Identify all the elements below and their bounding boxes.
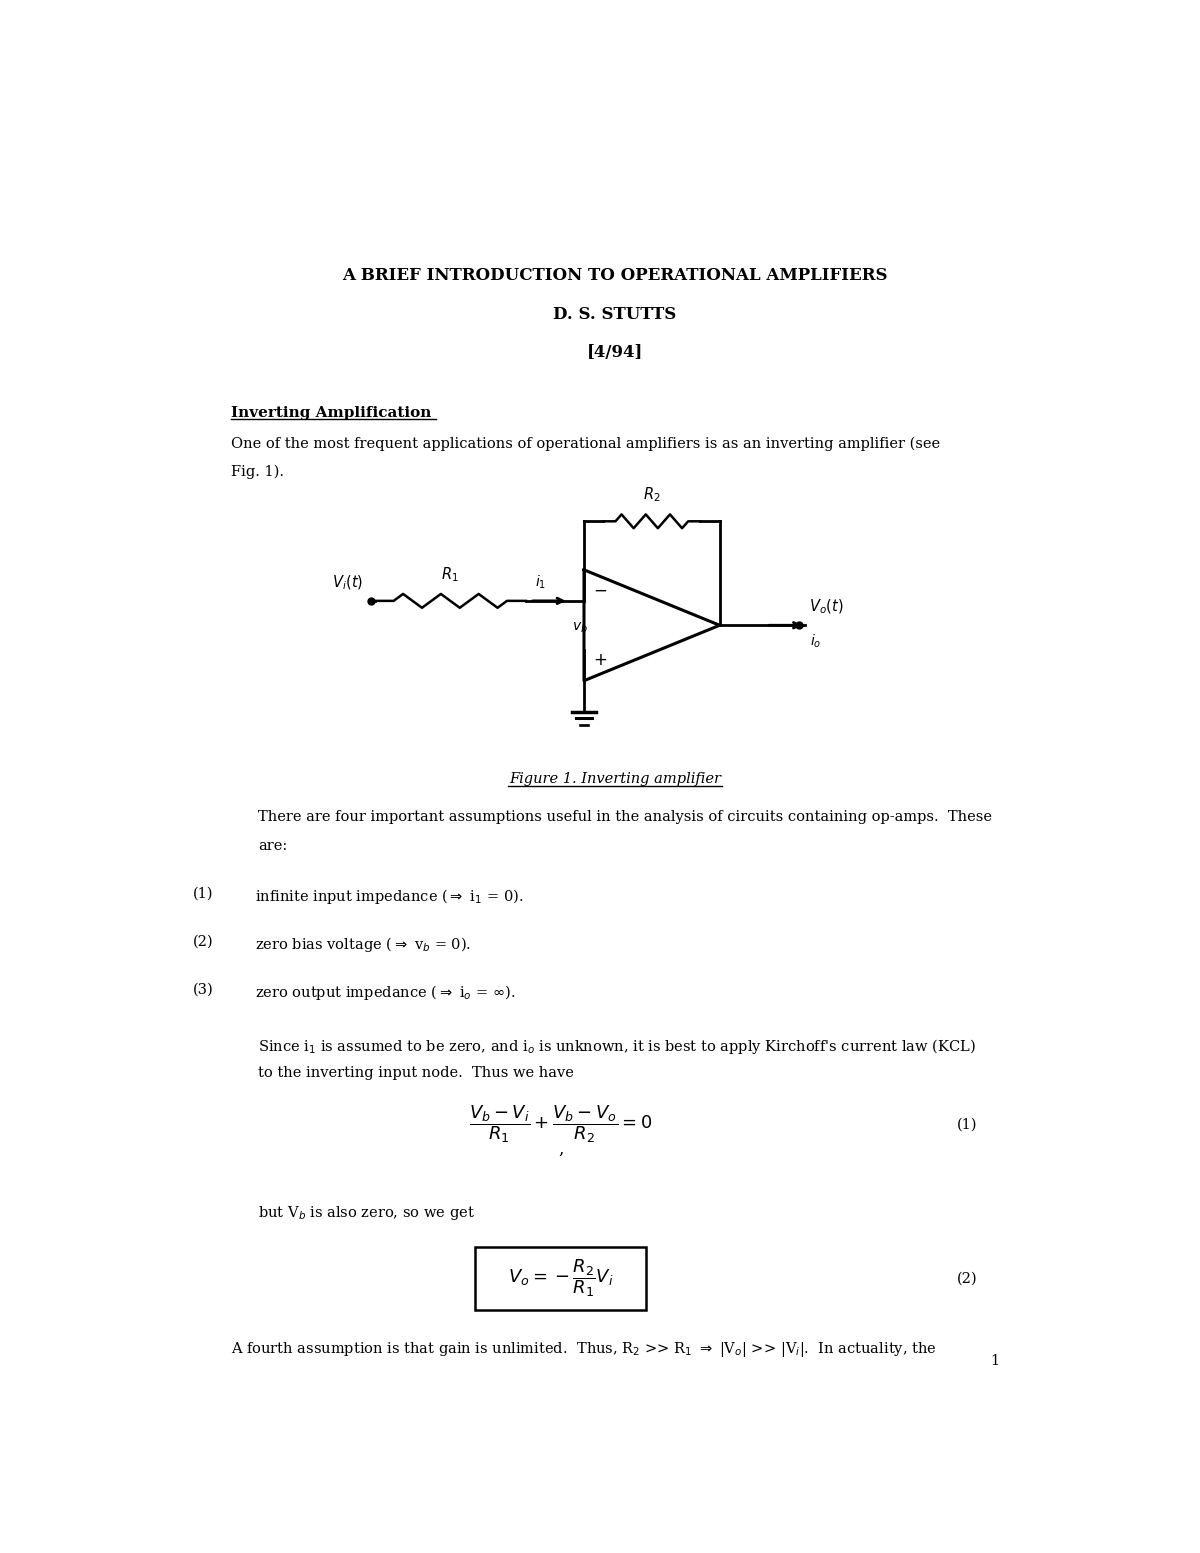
Text: D. S. STUTTS: D. S. STUTTS: [553, 306, 677, 323]
Text: There are four important assumptions useful in the analysis of circuits containi: There are four important assumptions use…: [258, 811, 992, 825]
Text: $R_1$: $R_1$: [442, 565, 460, 584]
Text: A fourth assumption is that gain is unlimited.  Thus, R$_2$ >> R$_1$ $\Rightarro: A fourth assumption is that gain is unli…: [232, 1340, 937, 1359]
Text: infinite input impedance ($\Rightarrow$ i$_1$ = 0).: infinite input impedance ($\Rightarrow$ …: [254, 887, 523, 905]
Text: zero bias voltage ($\Rightarrow$ v$_b$ = 0).: zero bias voltage ($\Rightarrow$ v$_b$ =…: [254, 935, 470, 954]
Text: to the inverting input node.  Thus we have: to the inverting input node. Thus we hav…: [258, 1067, 575, 1081]
Text: $+$: $+$: [593, 652, 607, 669]
Text: $V_o(t)$: $V_o(t)$: [809, 598, 844, 617]
Text: $V_o = -\dfrac{R_2}{R_1} V_i$: $V_o = -\dfrac{R_2}{R_1} V_i$: [508, 1258, 613, 1298]
Text: are:: are:: [258, 839, 288, 853]
Text: $i_o$: $i_o$: [810, 634, 822, 651]
Text: One of the most frequent applications of operational amplifiers is as an inverti: One of the most frequent applications of…: [232, 436, 941, 450]
Text: (1): (1): [958, 1117, 978, 1131]
Text: Figure 1. Inverting amplifier: Figure 1. Inverting amplifier: [509, 772, 721, 786]
Text: zero output impedance ($\Rightarrow$ i$_o$ = $\infty$).: zero output impedance ($\Rightarrow$ i$_…: [254, 983, 515, 1002]
Text: $-$: $-$: [593, 581, 607, 598]
Text: Fig. 1).: Fig. 1).: [232, 464, 284, 480]
Text: $\dfrac{V_b - V_i}{R_1} + \dfrac{V_b - V_o}{R_2} = 0$: $\dfrac{V_b - V_i}{R_1} + \dfrac{V_b - V…: [469, 1103, 653, 1145]
Text: (1): (1): [193, 887, 214, 901]
Text: ,: ,: [558, 1140, 564, 1157]
Text: $R_2$: $R_2$: [643, 486, 660, 505]
Text: $v_b$: $v_b$: [572, 620, 588, 635]
Bar: [475, 1247, 646, 1309]
Text: but V$_b$ is also zero, so we get: but V$_b$ is also zero, so we get: [258, 1204, 475, 1222]
Text: Since i$_1$ is assumed to be zero, and i$_o$ is unknown, it is best to apply Kir: Since i$_1$ is assumed to be zero, and i…: [258, 1037, 977, 1056]
Text: $V_i(t)$: $V_i(t)$: [332, 573, 364, 592]
Text: A BRIEF INTRODUCTION TO OPERATIONAL AMPLIFIERS: A BRIEF INTRODUCTION TO OPERATIONAL AMPL…: [342, 267, 888, 284]
Text: 1: 1: [990, 1354, 1000, 1368]
Text: $i_1$: $i_1$: [535, 573, 546, 590]
Text: (2): (2): [193, 935, 214, 949]
Text: (3): (3): [193, 983, 214, 997]
Text: Inverting Amplification: Inverting Amplification: [232, 405, 432, 419]
Text: [4/94]: [4/94]: [587, 345, 643, 362]
Text: (2): (2): [958, 1272, 978, 1286]
